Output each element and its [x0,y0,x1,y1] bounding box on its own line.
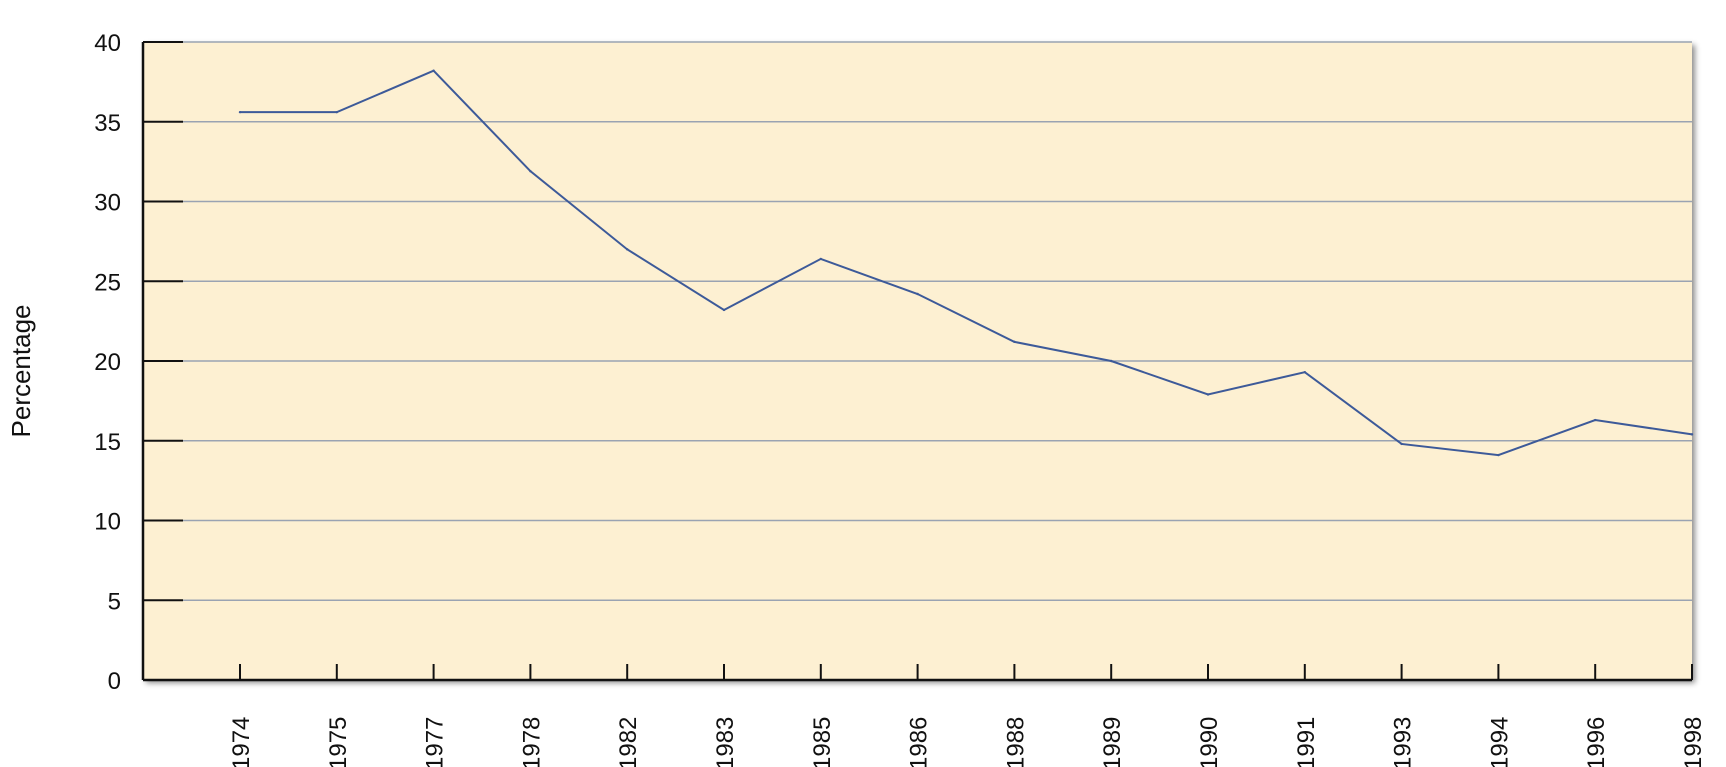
gridlines [143,41,1692,601]
data-point [916,292,919,296]
data-point [1013,340,1016,344]
x-tick-label: 1975 [325,717,352,767]
x-tick-label: 1974 [228,717,255,767]
series-line [240,69,1693,457]
y-tick-label: 35 [94,110,121,137]
y-tick-label: 20 [94,349,121,376]
y-tick-label: 0 [108,668,121,695]
data-point [722,308,726,312]
x-tick-label: 1990 [1196,717,1223,767]
x-tick-label: 1998 [1680,717,1707,767]
y-tick-label: 15 [94,429,121,456]
x-tick-label: 1978 [518,717,545,767]
y-tick-label: 25 [94,269,121,296]
y-axis-label: Percentage [6,305,36,438]
x-tick-label: 1996 [1583,717,1610,767]
data-point [1690,433,1694,436]
data-point [1303,370,1307,374]
y-tick-label: 30 [94,190,121,217]
data-point [1206,393,1210,396]
x-tick-label: 1982 [615,717,642,767]
data-point [529,169,532,173]
x-tick-label: 1988 [1002,717,1029,767]
x-tick-label: 1989 [1099,717,1126,767]
x-tick-label: 1986 [906,717,933,767]
data-point [1497,453,1500,457]
y-tick-label: 10 [94,509,121,536]
data-point [1110,359,1113,363]
x-tick-label: 1994 [1486,717,1513,767]
y-tick-label: 40 [94,30,121,57]
series-layer [238,69,1694,457]
data-point [819,257,822,261]
x-tick-label: 1985 [809,717,836,767]
data-point [1400,442,1403,446]
data-point [238,110,242,114]
data-point [335,110,338,114]
x-tick-label: 1993 [1390,717,1417,767]
data-point [1594,418,1597,422]
axes [141,42,1692,682]
data-point [432,69,435,72]
y-tick-label: 5 [108,588,121,615]
x-tick-label: 1977 [422,717,449,767]
x-tick-label: 1983 [712,717,739,767]
x-axis-ticks: 1974 1975 1977 1978 1982 1983 1985 1986 1988 1989… [228,664,1707,767]
data-point [626,248,629,251]
x-tick-label: 1991 [1293,717,1320,767]
